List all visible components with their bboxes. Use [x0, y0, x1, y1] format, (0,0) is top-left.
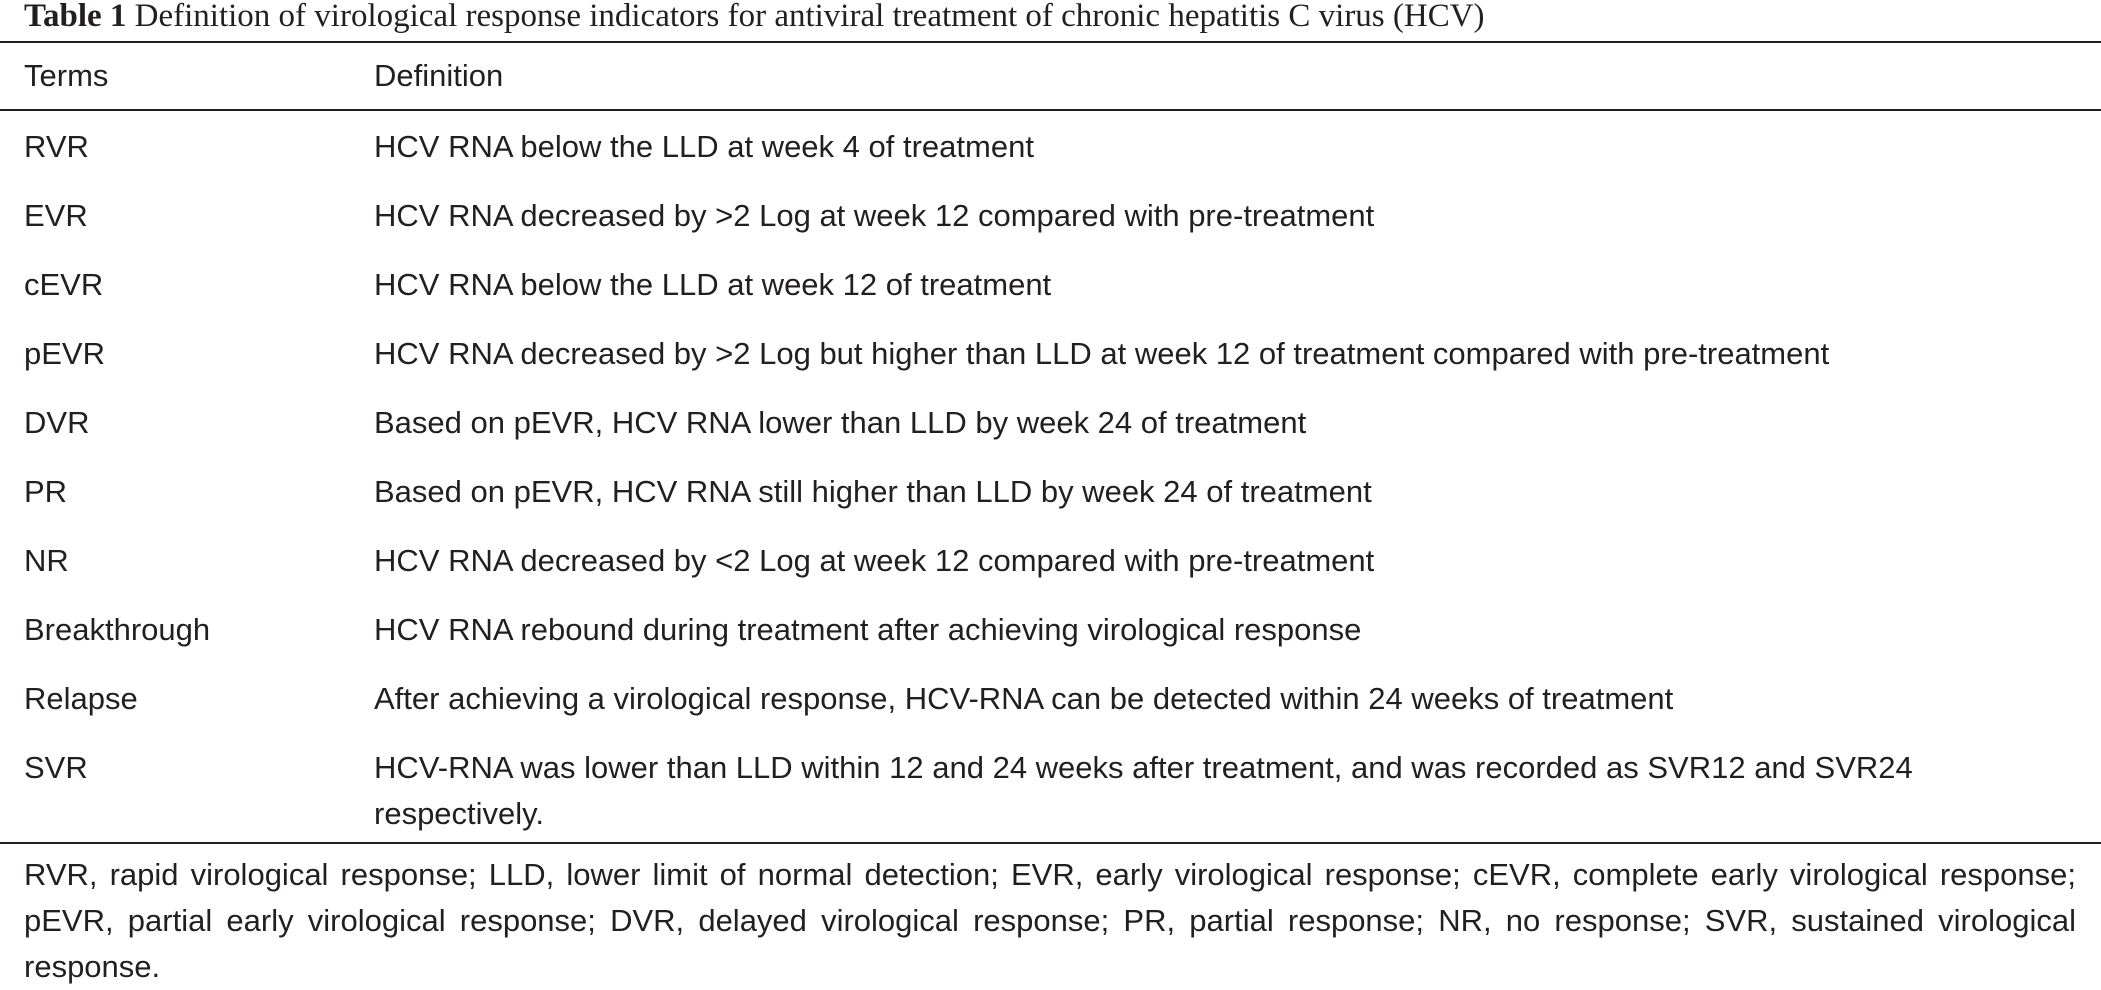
- table-caption-text: Definition of virological response indic…: [134, 0, 1485, 34]
- table-caption-label: Table 1: [24, 0, 127, 34]
- table-row: DVR Based on pEVR, HCV RNA lower than LL…: [0, 400, 2101, 469]
- table-row: RVR HCV RNA below the LLD at week 4 of t…: [0, 124, 2101, 193]
- definition-cell: Based on pEVR, HCV RNA lower than LLD by…: [374, 405, 1307, 440]
- definition-cell: HCV RNA decreased by >2 Log but higher t…: [374, 336, 1830, 371]
- table-header-rule: [0, 109, 2101, 111]
- term-cell: pEVR: [24, 336, 105, 371]
- term-cell: SVR: [24, 750, 88, 785]
- table-row: EVR HCV RNA decreased by >2 Log at week …: [0, 193, 2101, 262]
- definition-cell: HCV RNA decreased by <2 Log at week 12 c…: [374, 543, 1375, 578]
- table-row: pEVR HCV RNA decreased by >2 Log but hig…: [0, 331, 2101, 400]
- table-footnote: RVR, rapid virological response; LLD, lo…: [24, 857, 2076, 984]
- table-row: Breakthrough HCV RNA rebound during trea…: [0, 607, 2101, 676]
- table-caption: Table 1 Definition of virological respon…: [24, 0, 1485, 36]
- term-cell: Relapse: [24, 681, 138, 716]
- table-row: NR HCV RNA decreased by <2 Log at week 1…: [0, 538, 2101, 607]
- table-row: cEVR HCV RNA below the LLD at week 12 of…: [0, 262, 2101, 331]
- column-header-definition: Definition: [374, 58, 504, 93]
- term-cell: EVR: [24, 198, 88, 233]
- definition-cell: HCV RNA rebound during treatment after a…: [374, 612, 1362, 647]
- definition-cell: HCV RNA below the LLD at week 12 of trea…: [374, 267, 1052, 302]
- table-row: Relapse After achieving a virological re…: [0, 676, 2101, 745]
- table-bottom-rule: [0, 842, 2101, 844]
- table-top-rule: [0, 41, 2101, 43]
- definition-cell: HCV RNA decreased by >2 Log at week 12 c…: [374, 198, 1375, 233]
- term-cell: DVR: [24, 405, 90, 440]
- table-body: RVR HCV RNA below the LLD at week 4 of t…: [0, 124, 2101, 837]
- definition-cell: HCV RNA below the LLD at week 4 of treat…: [374, 129, 1034, 164]
- column-header-terms: Terms: [24, 58, 109, 93]
- definition-cell: Based on pEVR, HCV RNA still higher than…: [374, 474, 1372, 509]
- table-row: PR Based on pEVR, HCV RNA still higher t…: [0, 469, 2101, 538]
- table-row: SVR HCV-RNA was lower than LLD within 12…: [0, 745, 2101, 837]
- term-cell: NR: [24, 543, 69, 578]
- term-cell: Breakthrough: [24, 612, 211, 647]
- definition-cell: After achieving a virological response, …: [374, 681, 1674, 716]
- term-cell: cEVR: [24, 267, 104, 302]
- term-cell: PR: [24, 474, 68, 509]
- term-cell: RVR: [24, 129, 89, 164]
- definition-cell: HCV-RNA was lower than LLD within 12 and…: [374, 750, 1913, 831]
